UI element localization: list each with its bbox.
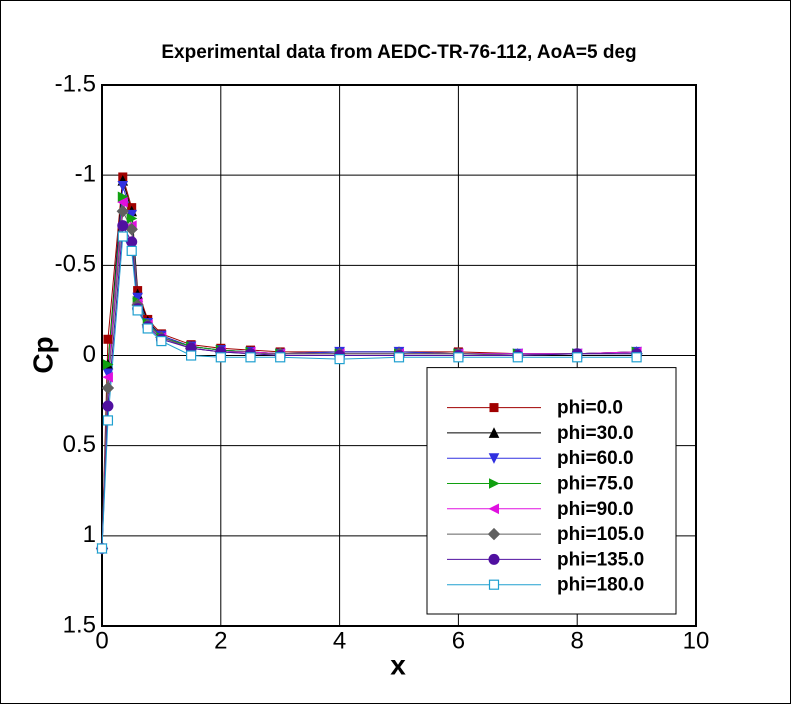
legend-marker: [487, 527, 501, 541]
data-point: [186, 350, 197, 361]
x-tick-label: 8: [571, 627, 584, 654]
y-tick-label: 1.5: [63, 611, 96, 638]
data-point: [453, 352, 464, 363]
legend-marker: [488, 453, 500, 464]
legend-label: phi=75.0: [557, 474, 634, 495]
data-point: [117, 191, 129, 203]
x-tick-label: 2: [214, 627, 227, 654]
legend-marker: [488, 553, 500, 565]
legend-label: phi=90.0: [557, 499, 634, 520]
data-point: [631, 352, 642, 363]
data-point: [102, 359, 114, 370]
x-axis-label: x: [390, 649, 406, 680]
legend-label: phi=135.0: [557, 549, 644, 570]
data-point: [102, 400, 114, 412]
data-point: [102, 415, 114, 426]
data-point: [245, 352, 256, 363]
plot-border: [101, 84, 697, 627]
data-point: [572, 352, 583, 363]
legend-marker: [488, 503, 499, 515]
data-point: [393, 352, 405, 363]
data-point: [117, 231, 128, 242]
legend-marker: [488, 579, 500, 590]
legend-marker: [489, 478, 500, 489]
data-point: [117, 220, 129, 232]
legend-label: phi=180.0: [557, 575, 644, 596]
legend-label: phi=60.0: [557, 448, 634, 469]
y-tick-label: -1.5: [55, 70, 96, 97]
y-tick-label: 1: [83, 521, 96, 548]
data-point: [512, 352, 523, 363]
legend-label: phi=105.0: [557, 524, 644, 545]
x-tick-label: 0: [95, 627, 108, 654]
legend-box: [426, 367, 677, 615]
data-point: [215, 352, 226, 363]
data-point: [132, 305, 143, 316]
data-point: [334, 354, 345, 365]
data-point: [126, 213, 138, 224]
data-point: [275, 352, 286, 363]
data-point: [117, 196, 128, 208]
data-point: [126, 245, 137, 257]
data-point: [142, 323, 153, 334]
data-point: [117, 180, 129, 192]
legend-marker: [489, 403, 499, 413]
data-point: [101, 381, 115, 395]
y-tick-label: 0: [83, 341, 96, 368]
legend-marker: [488, 427, 500, 438]
data-point: [103, 334, 113, 344]
data-point: [126, 236, 138, 248]
chart-title: Experimental data from AEDC-TR-76-112, A…: [161, 42, 636, 63]
y-axis-label: Cp: [27, 336, 58, 373]
data-point: [116, 205, 129, 218]
data-point: [96, 543, 108, 554]
data-point: [156, 335, 167, 347]
x-tick-label: 4: [333, 627, 346, 654]
legend-label: phi=0.0: [557, 398, 623, 419]
data-point: [102, 371, 113, 383]
x-tick-label: 10: [683, 627, 710, 654]
x-tick-label: 6: [452, 627, 465, 654]
y-tick-label: 0.5: [63, 431, 96, 458]
y-tick-label: -0.5: [55, 251, 96, 278]
y-tick-label: -1: [75, 161, 96, 188]
data-point: [125, 223, 138, 236]
legend-label: phi=30.0: [557, 423, 634, 444]
